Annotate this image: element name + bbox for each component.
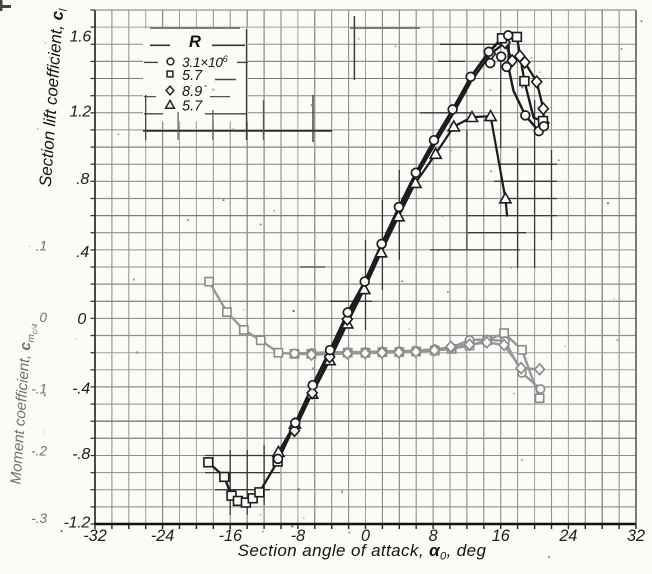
svg-text:24: 24 (558, 527, 577, 545)
svg-text:-32: -32 (83, 527, 106, 545)
svg-text:-.3: -.3 (31, 511, 47, 526)
svg-text:0: 0 (39, 310, 47, 325)
svg-text:5.7: 5.7 (182, 99, 203, 115)
svg-text:16: 16 (492, 527, 510, 545)
svg-text:8: 8 (429, 527, 438, 545)
svg-text:5.7: 5.7 (182, 68, 203, 84)
svg-text:-.2: -.2 (31, 444, 47, 459)
svg-text:32: 32 (627, 527, 645, 545)
svg-text:0: 0 (361, 527, 370, 545)
svg-text:.4: .4 (76, 244, 89, 261)
svg-text:-16: -16 (219, 527, 242, 545)
svg-text:1.6: 1.6 (70, 28, 92, 45)
svg-text:3.1×106: 3.1×106 (182, 54, 228, 70)
svg-text:R: R (189, 33, 201, 51)
svg-text:Section angle of attack, α0, d: Section angle of attack, α0, deg (238, 541, 487, 563)
svg-text:-.4: -.4 (72, 380, 90, 397)
svg-text:.8: .8 (76, 171, 89, 188)
svg-text:-1.2: -1.2 (64, 515, 91, 532)
svg-text:1.2: 1.2 (70, 103, 92, 120)
svg-text:-.1: -.1 (31, 382, 47, 397)
svg-text:0: 0 (77, 311, 86, 328)
svg-text:8.9: 8.9 (182, 84, 202, 100)
svg-text:-.8: -.8 (72, 446, 90, 463)
svg-text:.1: .1 (36, 239, 47, 254)
svg-text:-24: -24 (151, 527, 174, 545)
svg-text:-8: -8 (291, 527, 305, 545)
